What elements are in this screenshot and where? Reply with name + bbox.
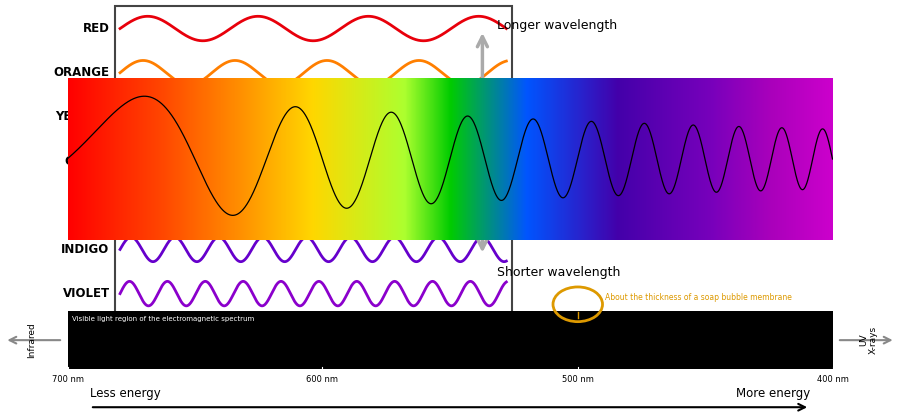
Text: ORANGE: ORANGE xyxy=(54,66,110,79)
Text: RED: RED xyxy=(83,22,110,35)
Text: Less energy: Less energy xyxy=(90,387,161,400)
Text: Longer wavelength: Longer wavelength xyxy=(497,19,617,32)
Text: Visible light region of the electromagnetic spectrum: Visible light region of the electromagne… xyxy=(72,316,254,322)
Text: INDIGO: INDIGO xyxy=(61,243,110,256)
Bar xyxy=(115,7,511,316)
Text: BLUE: BLUE xyxy=(76,199,110,212)
Text: GREEN: GREEN xyxy=(65,154,110,168)
Text: YELLOW: YELLOW xyxy=(56,110,110,123)
Text: Shorter wavelength: Shorter wavelength xyxy=(497,266,620,279)
Text: UV
X-rays: UV X-rays xyxy=(859,326,878,354)
Text: Infrared: Infrared xyxy=(27,322,36,358)
Text: 700 nm: 700 nm xyxy=(51,375,84,384)
Text: 500 nm: 500 nm xyxy=(562,375,594,384)
Bar xyxy=(68,311,833,369)
Text: About the thickness of a soap bubble membrane: About the thickness of a soap bubble mem… xyxy=(605,293,792,302)
Text: 600 nm: 600 nm xyxy=(306,375,338,384)
Text: More energy: More energy xyxy=(736,387,810,400)
Text: VIOLET: VIOLET xyxy=(62,287,110,300)
Text: 400 nm: 400 nm xyxy=(816,375,849,384)
